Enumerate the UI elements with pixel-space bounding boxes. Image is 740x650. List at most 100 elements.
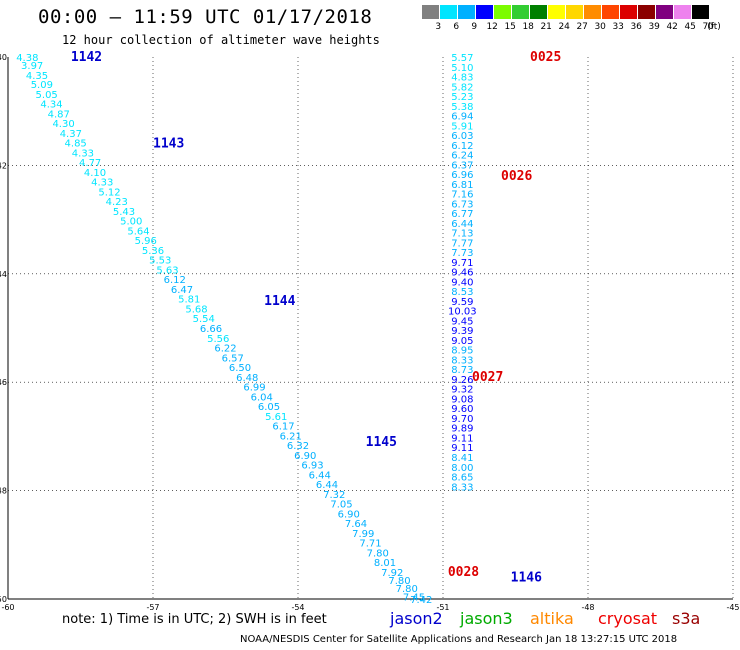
colorbar-tick-label: 36 — [630, 22, 642, 32]
swh-value-label: 5.05 — [36, 90, 58, 101]
swh-value-label: 8.65 — [451, 473, 473, 484]
swh-value-label: 4.23 — [106, 197, 128, 208]
swh-value-label: 7.64 — [345, 519, 367, 530]
swh-value-label: 6.44 — [451, 219, 473, 230]
swh-value-label: 4.85 — [65, 139, 87, 150]
swh-value-label: 9.71 — [451, 258, 473, 269]
swh-value-label: 9.32 — [451, 385, 473, 396]
colorbar-swatch — [494, 5, 512, 19]
swh-value-label: 6.44 — [316, 480, 338, 491]
pass-time-label: 1142 — [71, 50, 102, 65]
colorbar-swatch — [476, 5, 494, 19]
swh-value-label: 6.05 — [258, 402, 280, 413]
swh-value-label: 8.53 — [451, 287, 473, 298]
swh-value-label: 9.46 — [451, 268, 473, 279]
colorbar-swatch — [458, 5, 476, 19]
colorbar-swatch — [584, 5, 602, 19]
swh-value-label: 6.73 — [451, 199, 473, 210]
colorbar-swatch — [566, 5, 584, 19]
swh-value-label: 10.03 — [448, 307, 477, 318]
swh-value-label: 4.83 — [451, 73, 473, 84]
swh-value-label: 4.30 — [52, 119, 74, 130]
swh-value-label: 6.90 — [338, 509, 360, 520]
swh-value-label: 6.12 — [164, 275, 186, 286]
colorbar-tick-label: 27 — [576, 22, 588, 32]
colorbar-tick-label: 18 — [522, 22, 534, 32]
swh-value-label: 6.44 — [309, 470, 331, 481]
swh-value-label: 9.11 — [451, 433, 473, 444]
colorbar-swatch — [440, 5, 458, 19]
legend-satellite-s3a: s3a — [672, 609, 701, 628]
swh-value-label: 9.39 — [451, 326, 473, 337]
swh-value-label: 5.96 — [135, 236, 157, 247]
colorbar-tick-label: 24 — [558, 22, 570, 32]
x-tick-label: -57 — [146, 603, 159, 612]
colorbar-tick-label: 33 — [612, 22, 624, 32]
swh-value-label: 8.73 — [451, 365, 473, 376]
pass-time-label: 0026 — [501, 169, 532, 184]
swh-value-label: 6.48 — [236, 373, 258, 384]
swh-value-label: 5.54 — [193, 314, 215, 325]
swh-value-label: 6.93 — [301, 461, 323, 472]
swh-value-label: 6.32 — [287, 441, 309, 452]
x-tick-label: -48 — [581, 603, 594, 612]
swh-value-label: 7.42 — [410, 595, 432, 606]
x-tick-label: -60 — [1, 603, 14, 612]
swh-value-label: 5.38 — [451, 102, 473, 113]
swh-value-label: 7.45 — [403, 592, 425, 603]
y-tick-label: -42 — [0, 161, 7, 170]
swh-value-label: 6.12 — [451, 141, 473, 152]
swh-value-label: 9.89 — [451, 424, 473, 435]
colorbar-tick-label: 70 — [702, 22, 714, 32]
colorbar-swatch — [512, 5, 530, 19]
swh-value-label: 7.80 — [388, 576, 410, 587]
pass-time-label: 0025 — [530, 50, 561, 65]
x-tick-label: -45 — [726, 603, 739, 612]
swh-value-label: 4.34 — [40, 100, 62, 111]
swh-value-label: 9.11 — [451, 443, 473, 454]
swh-value-label: 7.13 — [451, 229, 473, 240]
x-tick-label: -51 — [436, 603, 449, 612]
swh-value-label: 6.90 — [294, 451, 316, 462]
swh-value-label: 9.26 — [451, 375, 473, 386]
y-tick-label: -46 — [0, 378, 7, 387]
swh-value-label: 6.24 — [451, 151, 473, 162]
swh-value-label: 6.37 — [451, 160, 473, 171]
pass-time-label: 1144 — [264, 294, 295, 309]
swh-value-label: 6.50 — [229, 363, 251, 374]
swh-value-label: 8.33 — [451, 355, 473, 366]
legend-satellite-altika: altika — [530, 609, 574, 628]
swh-value-label: 7.71 — [359, 539, 381, 550]
swh-value-label: 4.33 — [91, 178, 113, 189]
swh-value-label: 8.00 — [451, 463, 473, 474]
swh-value-label: 5.23 — [451, 92, 473, 103]
colorbar-swatch — [656, 5, 674, 19]
swh-value-label: 5.00 — [120, 217, 142, 228]
swh-value-label: 6.22 — [214, 344, 236, 355]
colorbar-swatch — [548, 5, 566, 19]
swh-value-label: 6.81 — [451, 180, 473, 191]
swh-value-label: 5.53 — [149, 256, 171, 267]
swh-value-label: 5.36 — [142, 246, 164, 257]
colorbar-tick-label: 30 — [594, 22, 606, 32]
colorbar-tick-label: 15 — [504, 22, 516, 32]
swh-value-label: 5.64 — [127, 226, 149, 237]
pass-time-label: 0028 — [448, 565, 479, 580]
swh-value-label: 7.05 — [330, 500, 352, 511]
colorbar-unit: (ft) — [707, 22, 721, 32]
swh-value-label: 9.40 — [451, 277, 473, 288]
swh-value-label: 4.87 — [48, 109, 70, 120]
y-tick-label: -40 — [0, 53, 7, 62]
colorbar-tick-label: 42 — [666, 22, 678, 32]
units-note: note: 1) Time is in UTC; 2) SWH is in fe… — [62, 612, 327, 627]
swh-value-label: 9.45 — [451, 316, 473, 327]
swh-value-label: 9.60 — [451, 404, 473, 415]
swh-value-label: 4.37 — [60, 129, 82, 140]
swh-value-label: 5.82 — [451, 82, 473, 93]
swh-value-label: 9.70 — [451, 414, 473, 425]
colorbar-tick-label: 39 — [648, 22, 660, 32]
swh-value-label: 5.10 — [451, 63, 473, 74]
swh-value-label: 4.77 — [79, 158, 101, 169]
swh-value-label: 9.05 — [451, 336, 473, 347]
